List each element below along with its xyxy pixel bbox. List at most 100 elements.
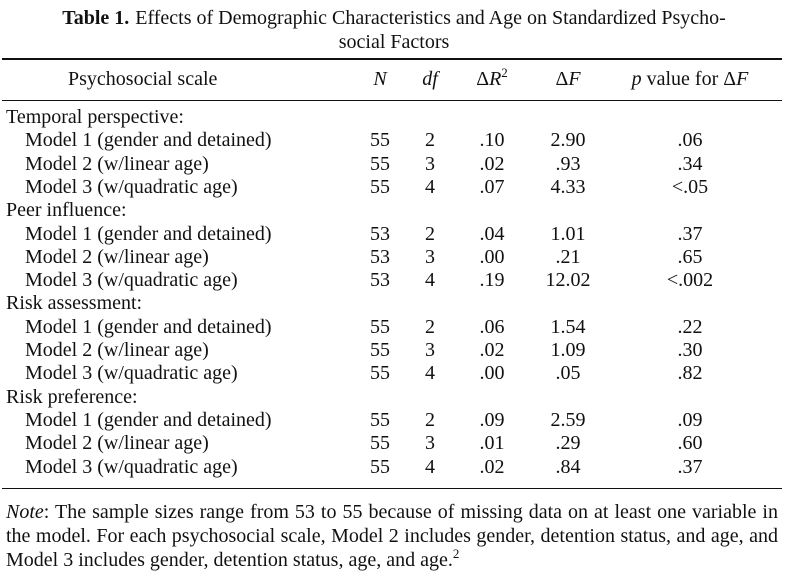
cell-df: 3 [425, 339, 435, 361]
header-delta-f: ΔF [555, 68, 581, 90]
model-label: Model 3 (w/quadratic age) [25, 362, 238, 385]
cell-p-value: .37 [677, 455, 703, 478]
table-row: Model 2 (w/linear age) 55 3 .02 .93 .34 [0, 153, 787, 176]
cell-p-value: .09 [677, 408, 703, 431]
model-label: Model 3 (w/quadratic age) [25, 175, 238, 198]
cell-p-value: <.002 [666, 269, 714, 292]
table-row: Model 3 (w/quadratic age) 53 4 .19 12.02 <.00… [0, 269, 787, 292]
cell-delta-r2: .01 [479, 432, 505, 455]
bottom-rule [2, 488, 782, 489]
model-label: Model 1 (gender and detained) [25, 129, 272, 152]
cell-delta-f: 2.90 [550, 129, 586, 152]
cell-n: 55 [370, 152, 390, 175]
header-p-value: p value for ΔF [631, 68, 749, 90]
cell-delta-f: .21 [555, 245, 581, 268]
cell-delta-r2: .04 [479, 222, 505, 245]
cell-delta-f: 2.59 [550, 408, 586, 431]
table-row: Model 2 (w/linear age) 55 3 .01 .29 .60 [0, 432, 787, 455]
group-name: Risk assessment: [6, 292, 143, 315]
note-lead: Note [6, 501, 44, 523]
cell-df: 3 [425, 245, 435, 268]
cell-df: 2 [425, 315, 435, 338]
cell-delta-f: 4.33 [550, 175, 586, 198]
note-text: : The sample sizes range from 53 to 55 b… [6, 501, 778, 571]
cell-df: 4 [425, 269, 435, 292]
cell-n: 55 [370, 408, 390, 431]
model-label: Model 1 (gender and detained) [25, 408, 272, 431]
table-row: Model 2 (w/linear age) 53 3 .00 .21 .65 [0, 246, 787, 269]
cell-p-value: .34 [677, 152, 703, 175]
cell-n: 55 [370, 315, 390, 338]
model-label: Model 1 (gender and detained) [25, 315, 272, 338]
cell-delta-r2: .02 [479, 455, 505, 478]
cell-delta-r2: .07 [479, 175, 505, 198]
cell-df: 2 [425, 129, 435, 152]
group-row: Risk preference: [0, 386, 787, 409]
cell-delta-r2: .09 [479, 408, 505, 431]
group-name: Peer influence: [6, 199, 127, 222]
table-label: Table 1. [62, 7, 130, 29]
header-delta-r2: ΔR2 [476, 65, 508, 90]
cell-p-value: <.05 [671, 175, 709, 198]
cell-df: 4 [425, 362, 435, 385]
model-label: Model 3 (w/quadratic age) [25, 455, 238, 478]
model-label: Model 2 (w/linear age) [25, 245, 209, 268]
cell-delta-f: .84 [555, 455, 581, 478]
title-line-1: Effects of Demographic Characteristics a… [135, 7, 726, 29]
cell-df: 3 [425, 432, 435, 455]
model-label: Model 1 (gender and detained) [25, 222, 272, 245]
table-title: Table 1. Effects of Demographic Character… [8, 6, 780, 54]
cell-delta-f: 1.01 [550, 222, 586, 245]
cell-df: 4 [425, 175, 435, 198]
cell-delta-f: .93 [555, 152, 581, 175]
cell-delta-r2: .02 [479, 152, 505, 175]
header-df: df [422, 68, 438, 90]
cell-n: 55 [370, 432, 390, 455]
cell-p-value: .82 [677, 362, 703, 385]
table-row: Model 1 (gender and detained) 55 2 .06 1.54.… [0, 316, 787, 339]
cell-p-value: .65 [677, 245, 703, 268]
table-row: Model 3 (w/quadratic age) 55 4 .07 4.33 <.05 [0, 176, 787, 199]
cell-df: 4 [425, 455, 435, 478]
cell-delta-f: 1.09 [550, 339, 586, 361]
cell-delta-f: 1.54 [550, 315, 586, 338]
title-line-2: social Factors [338, 31, 450, 53]
group-name: Temporal perspective: [6, 106, 184, 128]
table-row: Model 1 (gender and detained) 55 2 .09 2.59.… [0, 409, 787, 432]
table-note: Note: The sample sizes range from 53 to … [6, 500, 778, 572]
cell-p-value: .06 [677, 129, 703, 152]
cell-delta-r2: .02 [479, 339, 505, 361]
cell-n: 53 [370, 222, 390, 245]
model-label: Model 2 (w/linear age) [25, 432, 209, 455]
note-superscript: 2 [452, 546, 460, 561]
cell-p-value: .30 [677, 339, 703, 361]
table-row: Model 2 (w/linear age) 55 3 .02 1.09 .30 [0, 339, 787, 362]
cell-n: 55 [370, 362, 390, 385]
cell-delta-f: 12.02 [545, 269, 591, 292]
cell-delta-r2: .00 [479, 245, 505, 268]
cell-p-value: .22 [677, 315, 703, 338]
group-row: Temporal perspective: [0, 106, 787, 129]
cell-df: 3 [425, 152, 435, 175]
table-row: Model 1 (gender and detained) 55 2 .10 2.90.… [0, 129, 787, 152]
cell-delta-r2: .06 [479, 315, 505, 338]
cell-delta-r2: .10 [479, 129, 505, 152]
header-rule [2, 100, 782, 101]
top-rule [2, 58, 782, 60]
cell-delta-f: .29 [555, 432, 581, 455]
cell-n: 55 [370, 455, 390, 478]
cell-n: 53 [370, 269, 390, 292]
cell-delta-r2: .00 [479, 362, 505, 385]
cell-n: 53 [370, 245, 390, 268]
cell-n: 55 [370, 129, 390, 152]
header-row: Psychosocial scale N df ΔR2 ΔF p value f… [0, 65, 787, 91]
cell-df: 2 [425, 222, 435, 245]
table-row: Model 1 (gender and detained) 53 2 .04 1.01.… [0, 223, 787, 246]
table-row: Model 3 (w/quadratic age) 55 4 .00 .05 .82 [0, 362, 787, 385]
table-row: Model 3 (w/quadratic age) 55 4 .02 .84 .37 [0, 456, 787, 479]
cell-p-value: .60 [677, 432, 703, 455]
cell-delta-r2: .19 [479, 269, 505, 292]
model-label: Model 3 (w/quadratic age) [25, 269, 238, 292]
model-label: Model 2 (w/linear age) [25, 339, 209, 361]
header-scale: Psychosocial scale [68, 68, 218, 90]
